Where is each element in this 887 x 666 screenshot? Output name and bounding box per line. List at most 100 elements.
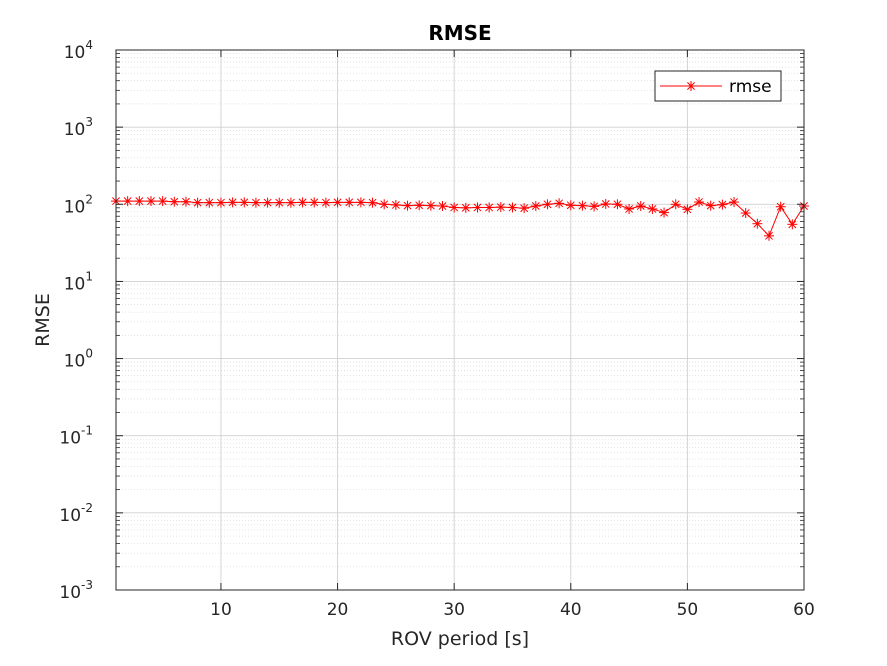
marker-stroke xyxy=(590,202,599,211)
legend-label-rmse: rmse xyxy=(729,77,772,97)
tick-label-layer: 10-3 10-2 10-1 100 101 102 103 104 10 20 30 40 50 60 xyxy=(59,38,814,620)
data-point-rmse xyxy=(530,201,541,212)
y-tick-label: 102 xyxy=(64,192,93,217)
marker-stroke xyxy=(566,201,575,210)
data-point-rmse xyxy=(600,198,611,209)
marker-stroke xyxy=(706,201,715,210)
data-point-rmse xyxy=(367,197,378,208)
marker-stroke xyxy=(391,201,400,209)
data-point-rmse xyxy=(694,197,705,208)
y-axis-label: RMSE xyxy=(32,293,54,347)
data-point-rmse xyxy=(344,197,355,208)
x-tick-label: 30 xyxy=(443,600,465,620)
legend-asterisk xyxy=(686,81,696,91)
data-point-rmse xyxy=(612,199,623,210)
marker-stroke xyxy=(228,198,237,207)
data-point-rmse xyxy=(577,200,588,211)
marker-stroke xyxy=(660,208,669,217)
marker-stroke xyxy=(687,82,695,90)
marker-stroke xyxy=(158,197,167,206)
marker-stroke xyxy=(718,200,727,209)
marker-stroke xyxy=(461,203,470,212)
data-point-rmse xyxy=(215,197,226,208)
data-point-rmse xyxy=(752,218,763,229)
y-tick-label: 100 xyxy=(64,347,93,372)
marker-stroke xyxy=(310,198,319,207)
marker-stroke xyxy=(636,202,645,210)
marker-stroke xyxy=(345,198,354,207)
data-point-rmse xyxy=(414,200,425,211)
marker-stroke xyxy=(765,231,773,240)
marker-stroke xyxy=(135,197,144,206)
x-tick-label: 60 xyxy=(793,600,815,620)
marker-stroke xyxy=(147,197,155,206)
data-point-rmse xyxy=(285,197,296,208)
data-point-rmse xyxy=(332,197,343,208)
chart-title: RMSE xyxy=(428,21,491,45)
data-point-rmse xyxy=(519,203,530,214)
y-tick-label: 101 xyxy=(64,269,93,294)
data-point-rmse xyxy=(297,197,308,208)
marker-stroke xyxy=(496,203,505,212)
marker-stroke xyxy=(170,197,179,206)
x-tick-label: 20 xyxy=(327,600,349,620)
marker-stroke xyxy=(683,205,692,214)
marker-stroke xyxy=(741,209,750,217)
marker-stroke xyxy=(776,202,785,211)
data-point-rmse xyxy=(437,201,448,212)
data-point-rmse xyxy=(740,208,751,219)
marker-stroke xyxy=(555,199,564,208)
marker-stroke xyxy=(531,202,540,210)
marker-stroke xyxy=(123,197,132,206)
data-point-rmse xyxy=(169,196,180,207)
data-point-rmse xyxy=(449,202,460,213)
data-point-rmse xyxy=(274,197,285,208)
plot-area xyxy=(116,50,804,590)
marker-stroke xyxy=(438,202,447,210)
data-point-rmse xyxy=(425,200,436,211)
data-point-rmse xyxy=(775,201,786,212)
data-point-rmse xyxy=(787,219,798,230)
x-axis-label: ROV period [s] xyxy=(391,628,529,650)
series-layer xyxy=(111,196,809,241)
data-point-rmse xyxy=(250,197,261,208)
data-point-rmse xyxy=(507,202,518,213)
marker-stroke xyxy=(578,201,587,210)
marker-stroke xyxy=(753,219,762,228)
grid-layer xyxy=(116,49,805,591)
data-point-rmse xyxy=(565,200,576,211)
data-point-rmse xyxy=(320,197,331,208)
marker-stroke xyxy=(601,199,610,208)
legend: rmse xyxy=(654,70,782,102)
x-tick-label: 10 xyxy=(210,600,232,620)
marker-stroke xyxy=(403,201,412,210)
data-point-rmse xyxy=(729,197,740,208)
axes-box xyxy=(115,49,805,591)
y-tick-label: 10-2 xyxy=(59,501,93,526)
data-point-rmse xyxy=(705,200,716,211)
marker-stroke xyxy=(520,204,529,213)
marker-stroke xyxy=(788,220,797,229)
marker-stroke xyxy=(193,198,202,207)
marker-stroke xyxy=(263,198,272,207)
marker-stroke xyxy=(205,198,214,207)
marker-stroke xyxy=(216,198,225,207)
data-point-rmse xyxy=(682,204,693,215)
data-point-rmse xyxy=(390,199,401,210)
data-point-rmse xyxy=(239,197,250,208)
marker-stroke xyxy=(321,198,330,207)
marker-stroke xyxy=(251,198,260,207)
marker-stroke xyxy=(613,200,622,209)
marker-stroke xyxy=(356,198,365,207)
data-point-rmse xyxy=(134,196,145,207)
data-point-rmse xyxy=(495,202,506,213)
data-point-rmse xyxy=(647,203,658,214)
marker-stroke xyxy=(648,204,657,213)
data-point-rmse xyxy=(764,230,775,241)
data-point-rmse xyxy=(460,202,471,213)
y-tick-label: 10-3 xyxy=(59,578,93,603)
data-point-rmse xyxy=(145,196,156,207)
data-point-rmse xyxy=(192,197,203,208)
y-tick-label: 103 xyxy=(64,115,93,140)
